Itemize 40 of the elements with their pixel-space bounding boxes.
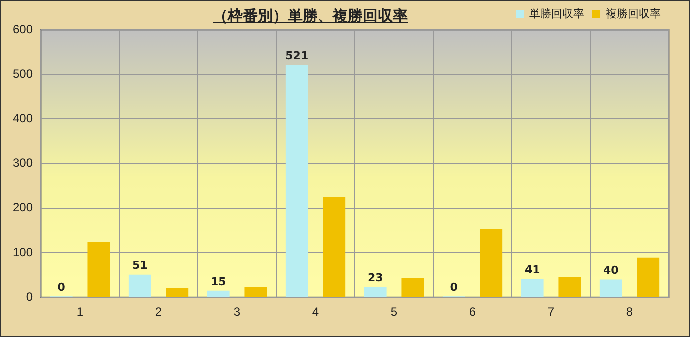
data-label: 51 [132,259,148,272]
data-label: 0 [58,280,66,294]
y-tick-label: 300 [12,156,34,170]
x-tick-label: 1 [76,305,84,320]
bar [207,290,230,298]
data-label: 521 [286,50,309,63]
bar [364,287,387,298]
bar [402,278,424,298]
y-tick-label: 200 [12,200,34,215]
y-tick-label: 0 [26,290,34,304]
x-tick-label: 6 [469,305,476,320]
y-tick-label: 600 [12,22,34,36]
bar [128,274,152,298]
y-tick-label: 400 [12,112,34,126]
legend-label: 単勝回収率 [530,8,584,21]
x-tick-label: 2 [155,305,162,320]
x-tick-label: 3 [234,305,241,320]
bar [88,242,110,298]
x-tick-label: 5 [390,305,398,320]
legend-label: 複勝回収率 [606,8,661,21]
x-tick-label: 7 [548,305,555,320]
bar [323,197,346,298]
bar [558,278,582,298]
chart-title: （枠番別）単勝、複勝回収率 [213,7,408,26]
y-tick-label: 500 [12,66,34,81]
data-label: 41 [524,264,540,277]
bar [286,65,308,298]
bar [600,280,622,298]
y-tick-label: 100 [12,245,34,260]
bar [244,287,268,298]
bar [166,288,189,298]
bar [480,229,503,298]
data-label: 0 [450,280,458,294]
x-tick-label: 8 [626,305,634,320]
data-label: 15 [210,275,226,288]
data-label: 23 [368,272,384,285]
bar [637,258,660,298]
data-label: 40 [603,264,620,278]
x-tick-label: 4 [312,305,320,320]
bar [521,279,544,298]
